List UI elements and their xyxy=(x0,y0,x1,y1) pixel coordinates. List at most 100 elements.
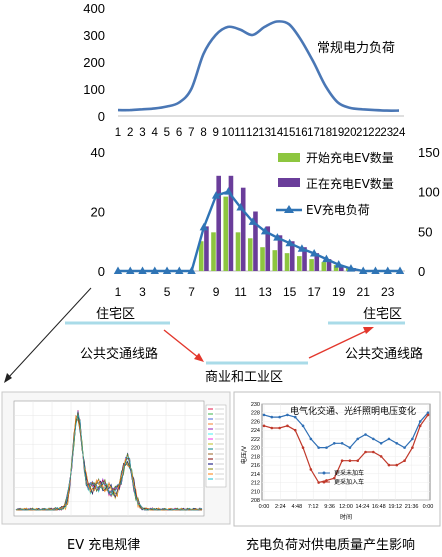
voltage-marker xyxy=(340,441,344,445)
voltage-y-tick-label: 222 xyxy=(251,437,260,443)
pattern-chart-grid xyxy=(14,401,204,516)
top-x-tick-label: 5 xyxy=(164,127,170,139)
voltage-line-no-ev xyxy=(263,412,429,449)
voltage-legend-with-ev: 更采加入车 xyxy=(334,478,364,486)
bar-start-charging xyxy=(297,256,302,271)
bar-start-charging xyxy=(235,232,241,271)
voltage-marker xyxy=(270,426,274,430)
voltage-x-tick-label: 16:48 xyxy=(372,504,386,510)
ev-load-marker xyxy=(236,203,245,211)
top-x-tick-label: 7 xyxy=(188,127,194,139)
mid-left-y-tick-label: 0 xyxy=(98,264,105,279)
bar-start-charging xyxy=(198,241,204,271)
bar-start-charging xyxy=(333,265,339,271)
voltage-x-ticks: 0:00 2:24 4:48 7:12 9:36 12:00 14:24 16:48 19:12… xyxy=(259,504,434,510)
ev-load-markers xyxy=(113,187,405,274)
mid-x-tick-label: 11 xyxy=(234,285,247,299)
voltage-marker xyxy=(356,459,360,463)
commercial-label: 商业和工业区 xyxy=(205,370,283,385)
ev-load-marker xyxy=(309,249,319,257)
voltage-marker xyxy=(395,463,399,467)
legend-swatch-charging xyxy=(278,178,300,187)
voltage-legend: 更采未加车 更采加入车 xyxy=(318,469,364,486)
voltage-marker xyxy=(426,411,430,415)
ev-load-marker xyxy=(322,254,331,263)
mid-x-tick-label: 3 xyxy=(139,285,146,299)
voltage-x-tick-label: 9:36 xyxy=(324,504,335,510)
red-arrow-up xyxy=(308,327,374,359)
ev-load-marker xyxy=(150,266,159,274)
ev-load-marker xyxy=(334,260,343,268)
top-x-tick-label: 11 xyxy=(234,127,246,139)
top-x-tick-label: 14 xyxy=(270,127,283,139)
voltage-x-tick-label: 21:36 xyxy=(405,504,419,510)
top-chart-y-ticks: 0 100 200 300 400 xyxy=(83,1,105,124)
mid-right-y-tick-label: 0 xyxy=(418,264,425,279)
regular-load-title: 常规电力负荷 xyxy=(317,41,395,56)
mid-right-y-tick-label: 100 xyxy=(418,185,440,200)
ev-load-marker xyxy=(371,266,380,274)
ev-load-marker xyxy=(138,266,147,274)
legend-label-charging: 正在充电EV数量 xyxy=(306,176,394,191)
voltage-marker xyxy=(262,413,266,417)
ev-load-marker xyxy=(162,266,172,274)
voltage-marker xyxy=(286,413,289,417)
bar-start-charging xyxy=(321,262,327,271)
bar-start-charging xyxy=(223,196,229,271)
ev-load-marker xyxy=(383,266,392,274)
top-x-tick-label: 13 xyxy=(258,127,271,139)
voltage-xlabel: 时间 xyxy=(340,513,352,521)
voltage-ylabel: 电压/V xyxy=(240,445,248,464)
legend-label-start: 开始充电EV数量 xyxy=(306,150,394,165)
voltage-x-tick-label: 0:00 xyxy=(259,504,270,510)
mid-x-tick-label: 1 xyxy=(115,285,122,299)
mid-x-tick-label: 17 xyxy=(307,285,321,299)
voltage-marker xyxy=(278,415,281,419)
voltage-x-tick-label: 12:00 xyxy=(339,504,353,510)
voltage-marker xyxy=(301,446,305,449)
mid-x-tick-label: 21 xyxy=(357,285,371,299)
ev-load-marker xyxy=(346,264,356,272)
voltage-x-tick-label: 2:24 xyxy=(275,504,286,510)
voltage-change-chart: 208 210 212 214 216 218 220 222 224 226 228 230 0:0… xyxy=(233,391,441,527)
voltage-y-tick-label: 210 xyxy=(251,489,260,495)
ev-load-marker xyxy=(297,244,307,252)
voltage-marker xyxy=(387,463,391,467)
voltage-x-tick-label: 14:24 xyxy=(356,504,370,510)
voltage-marker xyxy=(379,455,383,458)
caption-charging-impact: 充电负荷对供电质量产生影响 xyxy=(246,538,416,553)
voltage-y-tick-label: 228 xyxy=(251,411,260,417)
legend-label-load: EV充电负荷 xyxy=(306,202,370,217)
zone-diagram: 住宅区 住宅区 公共交通线路 公共交通线路 商业和工业区 xyxy=(4,287,423,385)
voltage-marker xyxy=(309,437,313,441)
mid-x-tick-label: 7 xyxy=(188,285,195,299)
voltage-marker xyxy=(372,437,375,441)
voltage-marker xyxy=(372,450,375,454)
voltage-marker xyxy=(395,441,399,445)
ev-load-marker xyxy=(260,226,270,235)
voltage-marker xyxy=(418,420,422,423)
top-x-tick-label: 15 xyxy=(283,127,296,139)
top-x-tick-label: 17 xyxy=(307,127,320,139)
top-y-tick-label: 0 xyxy=(98,109,105,124)
ev-load-marker xyxy=(224,187,233,195)
voltage-marker xyxy=(340,459,344,463)
ev-load-marker xyxy=(187,266,196,274)
bar-charging xyxy=(277,235,283,271)
bar-start-charging xyxy=(284,253,290,271)
pattern-chart-legend xyxy=(205,404,227,488)
legend-marker-load xyxy=(284,205,294,213)
voltage-grid xyxy=(262,403,430,501)
voltage-x-tick-label: 0:00 xyxy=(423,504,434,510)
voltage-x-tick-label: 19:12 xyxy=(388,504,402,510)
ev-load-marker xyxy=(211,191,221,199)
transit-right-label: 公共交通线路 xyxy=(345,346,423,362)
voltage-marker xyxy=(262,424,266,428)
ev-load-marker xyxy=(395,266,405,274)
mid-right-y-tick-label: 50 xyxy=(418,224,432,239)
top-x-tick-label: 1 xyxy=(115,127,121,139)
top-x-tick-label: 6 xyxy=(176,127,182,139)
